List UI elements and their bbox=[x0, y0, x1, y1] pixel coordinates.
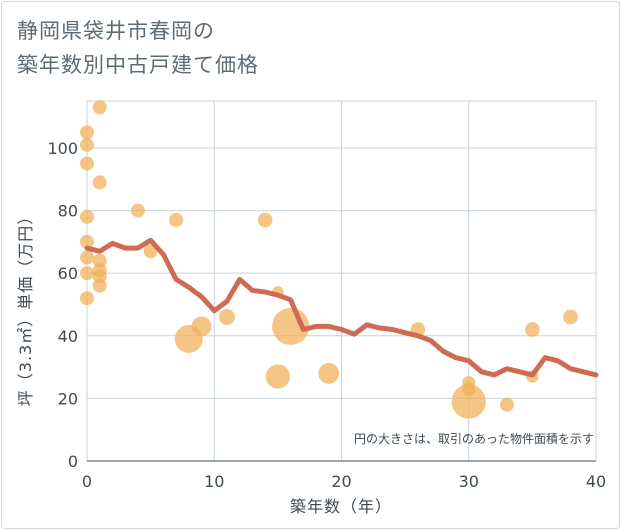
x-tick-label: 40 bbox=[586, 472, 606, 491]
chart-title: 静岡県袋井市春岡の 築年数別中古戸建て価格 bbox=[17, 14, 259, 82]
x-tick-labels: 0 10 20 30 40 bbox=[82, 472, 606, 491]
y-tick-label: 80 bbox=[58, 202, 78, 221]
scatter-bubble bbox=[80, 137, 94, 152]
scatter-bubble bbox=[80, 250, 94, 265]
y-tick-label: 0 bbox=[68, 452, 78, 471]
scatter-bubble bbox=[80, 209, 94, 224]
scatter-bubble bbox=[218, 309, 235, 325]
x-tick-label: 30 bbox=[459, 472, 479, 491]
y-tick-label: 40 bbox=[58, 327, 78, 346]
x-tick-label: 20 bbox=[331, 472, 351, 491]
y-tick-label: 20 bbox=[58, 389, 78, 408]
x-tick-label: 0 bbox=[82, 472, 92, 491]
scatter-bubble bbox=[80, 156, 94, 171]
scatter-bubble bbox=[169, 212, 184, 227]
scatter-bubble bbox=[92, 278, 107, 293]
x-axis-label: 築年数（年） bbox=[290, 497, 392, 516]
scatter-bubble bbox=[499, 397, 514, 412]
scatter-bubble bbox=[451, 384, 486, 419]
y-tick-labels: 0 20 40 60 80 100 bbox=[47, 139, 78, 471]
size-note: 円の大きさは、取引のあった物件面積を示す bbox=[354, 431, 594, 446]
scatter-bubble bbox=[257, 212, 273, 228]
scatter-bubble bbox=[80, 125, 94, 140]
chart-title-line-2: 築年数別中古戸建て価格 bbox=[17, 53, 259, 77]
chart-title-line-1: 静岡県袋井市春岡の bbox=[17, 19, 215, 43]
scatter-bubble bbox=[92, 175, 107, 190]
y-tick-label: 100 bbox=[47, 139, 78, 158]
scatter-bubble bbox=[130, 203, 145, 218]
trend-line bbox=[84, 237, 599, 378]
scatter-bubble bbox=[318, 362, 340, 384]
x-tick-label: 10 bbox=[204, 472, 224, 491]
y-tick-label: 60 bbox=[58, 264, 78, 283]
scatter-bubble bbox=[525, 322, 540, 337]
scatter-bubble bbox=[80, 234, 94, 249]
scatter-bubble bbox=[80, 266, 94, 281]
gridlines bbox=[86, 100, 597, 461]
scatter-bubble bbox=[563, 309, 578, 325]
scatter-bubble bbox=[92, 100, 107, 115]
y-axis-label: 坪（3.3㎡）単価（万円） bbox=[16, 208, 35, 406]
scatter-bubble bbox=[80, 291, 94, 306]
scatter-bubble bbox=[191, 316, 212, 337]
scatter-bubble bbox=[265, 364, 290, 389]
